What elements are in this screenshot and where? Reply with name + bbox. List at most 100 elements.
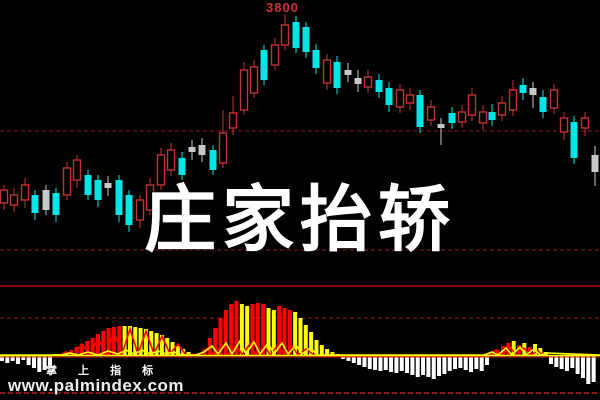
candle bbox=[0, 185, 9, 210]
oscillator-bar bbox=[517, 345, 522, 356]
oscillator-bar bbox=[282, 308, 287, 356]
candle bbox=[519, 78, 527, 100]
oscillator-bar bbox=[389, 356, 394, 372]
candle bbox=[322, 54, 332, 90]
oscillator-bar bbox=[293, 312, 298, 356]
candle bbox=[416, 90, 424, 133]
oscillator-bar bbox=[591, 356, 596, 382]
candle bbox=[559, 112, 569, 140]
brand-name-text: 掌 上 指 标 bbox=[46, 364, 163, 377]
oscillator-bar bbox=[309, 332, 314, 356]
oscillator-bar bbox=[261, 304, 266, 356]
oscillator-bar bbox=[143, 329, 148, 356]
candle bbox=[354, 70, 362, 92]
oscillator-bar bbox=[95, 334, 100, 356]
oscillator-bar bbox=[421, 356, 426, 375]
oscillator-bar bbox=[580, 356, 585, 378]
candle bbox=[31, 190, 39, 220]
candle bbox=[280, 14, 290, 50]
candle bbox=[135, 195, 145, 228]
oscillator-bar bbox=[298, 318, 303, 356]
candle bbox=[292, 16, 300, 53]
oscillator-bar bbox=[239, 304, 244, 356]
main-gridlines bbox=[0, 130, 600, 251]
candle bbox=[395, 84, 405, 113]
oscillator-bar bbox=[127, 326, 132, 356]
oscillator-bar bbox=[101, 331, 106, 356]
zigzag-red-line bbox=[57, 326, 545, 358]
candle bbox=[478, 105, 488, 130]
oscillator-bar bbox=[37, 356, 42, 372]
candle bbox=[62, 162, 72, 200]
oscillator-bar bbox=[111, 327, 116, 356]
oscillator-bar bbox=[570, 356, 575, 368]
oscillator-frame-lines bbox=[0, 285, 600, 394]
candle bbox=[457, 105, 467, 128]
oscillator-bar bbox=[0, 356, 4, 361]
oscillator-bar bbox=[442, 356, 447, 374]
oscillator-bar bbox=[175, 346, 180, 356]
candle bbox=[125, 190, 133, 232]
oscillator-bar bbox=[426, 356, 431, 377]
candle bbox=[529, 82, 537, 108]
oscillator-bar bbox=[245, 306, 250, 356]
candle bbox=[270, 38, 280, 70]
candle bbox=[497, 96, 507, 121]
candle bbox=[209, 145, 217, 175]
oscillator-bar bbox=[159, 335, 164, 356]
oscillator-bar bbox=[170, 342, 175, 356]
candle bbox=[20, 178, 30, 208]
oscillator-bar bbox=[431, 356, 436, 379]
oscillator-bar bbox=[218, 318, 223, 356]
candle bbox=[344, 63, 352, 82]
zigzag-yellow-line bbox=[0, 339, 600, 357]
oscillator-bar bbox=[303, 325, 308, 356]
brand-url-text: www.palmindex.com bbox=[8, 376, 185, 396]
oscillator-bar bbox=[367, 356, 372, 369]
oscillator-bar bbox=[453, 356, 458, 369]
oscillator-bar bbox=[469, 356, 474, 372]
oscillator-bar bbox=[5, 356, 10, 363]
oscillator-bar bbox=[378, 356, 383, 371]
oscillator-bar bbox=[373, 356, 378, 370]
oscillator-bar bbox=[255, 303, 260, 356]
oscillator-bar bbox=[351, 356, 356, 363]
candle bbox=[249, 60, 259, 98]
candle bbox=[467, 88, 477, 121]
oscillator-bar bbox=[485, 356, 490, 365]
candle bbox=[104, 176, 112, 196]
oscillator-bar bbox=[399, 356, 404, 371]
peak-price-label: 3800 bbox=[266, 0, 299, 15]
oscillator-bar bbox=[10, 356, 15, 361]
candle bbox=[198, 138, 206, 162]
candle bbox=[591, 146, 599, 186]
oscillator-bar bbox=[447, 356, 452, 371]
oscillator-bar bbox=[277, 306, 282, 356]
oscillator-bar bbox=[463, 356, 468, 370]
oscillator-bar bbox=[458, 356, 463, 368]
candle bbox=[385, 82, 393, 112]
oscillator-bar bbox=[47, 356, 52, 366]
candle bbox=[239, 62, 249, 115]
oscillator-bar bbox=[229, 304, 234, 356]
candle bbox=[228, 96, 238, 135]
oscillator-bar bbox=[319, 345, 324, 356]
candle bbox=[156, 148, 166, 190]
oscillator-bar bbox=[415, 356, 420, 377]
candle bbox=[375, 74, 383, 98]
oscillator-bar bbox=[554, 356, 559, 367]
oscillator-bar bbox=[186, 352, 191, 356]
candle bbox=[333, 56, 341, 94]
oscillator-bar bbox=[405, 356, 410, 373]
oscillator-bar bbox=[42, 356, 47, 370]
candles-group bbox=[0, 14, 599, 232]
candle bbox=[437, 118, 445, 145]
candle bbox=[448, 107, 456, 129]
oscillator-bar bbox=[394, 356, 399, 373]
oscillator-bar bbox=[31, 356, 36, 368]
oscillator-bar bbox=[586, 356, 591, 384]
candle bbox=[426, 100, 436, 126]
oscillator-bar bbox=[357, 356, 362, 365]
